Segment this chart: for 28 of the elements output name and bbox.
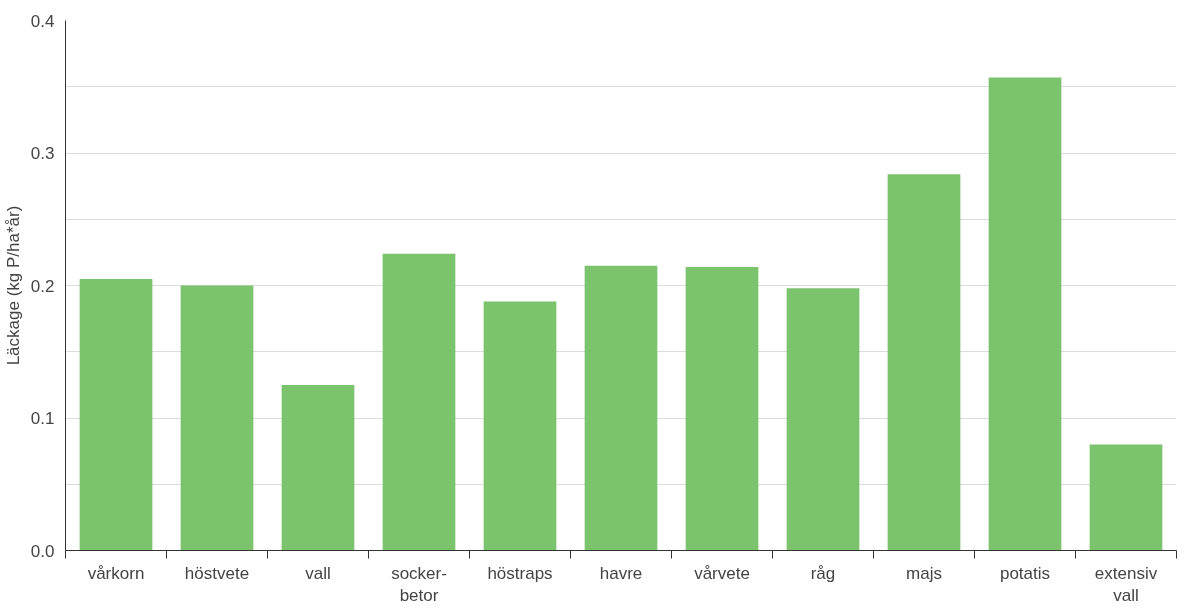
x-tick-label: höstraps	[487, 563, 553, 583]
x-tick-label: havre	[599, 563, 643, 583]
y-tick-label: 0.1	[30, 409, 55, 428]
bar	[685, 266, 759, 551]
x-tick-label: extensiv vall	[1094, 563, 1158, 606]
x-tick-label: socker- betor	[391, 563, 447, 606]
y-axis-title: Läckage (kg P/ha*år)	[3, 205, 23, 366]
x-tick-label: råg	[810, 563, 836, 583]
x-tick-label: höstvete	[184, 563, 250, 583]
y-tick-label: 0.4	[30, 11, 55, 31]
bar	[382, 253, 456, 551]
bar	[887, 174, 961, 551]
bar	[180, 285, 254, 551]
x-tick-label: vårkorn	[87, 563, 145, 583]
y-tick-label: 0.0	[30, 541, 55, 561]
bar	[281, 384, 355, 551]
bar	[1089, 444, 1163, 551]
y-tick-label: 0.2	[30, 276, 55, 296]
bar	[79, 278, 153, 551]
bar	[584, 265, 658, 551]
y-tick-label: 0.3	[30, 144, 55, 163]
x-tick-label: potatis	[999, 563, 1051, 583]
x-tick-label: vall	[305, 563, 331, 583]
bar	[786, 288, 860, 551]
x-tick-label: vårvete	[694, 563, 750, 583]
bar	[483, 301, 557, 551]
x-tick-label: majs	[906, 563, 942, 583]
bar	[988, 77, 1062, 551]
